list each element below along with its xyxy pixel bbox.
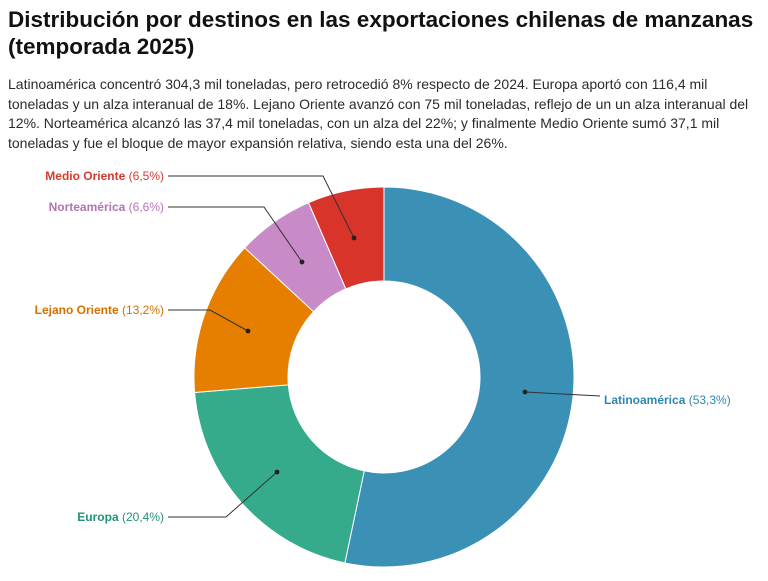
label-name-latinoamerica: Latinoamérica xyxy=(604,393,686,407)
slice-medio-oriente xyxy=(307,186,385,290)
slice-latinoamerica xyxy=(344,186,575,568)
label-value-lejano-oriente: (13,2%) xyxy=(119,303,164,317)
donut-slices xyxy=(193,186,575,568)
chart-title: Distribución por destinos en las exporta… xyxy=(8,7,754,59)
leader-dot-norteamerica xyxy=(299,259,305,265)
leader-dot-latinoamerica xyxy=(522,389,528,395)
leader-lines xyxy=(168,175,601,518)
label-latinoamerica: Latinoamérica (53,3%) xyxy=(604,393,731,407)
slice-europa xyxy=(194,384,365,564)
leader-line-medio-oriente xyxy=(168,175,355,239)
label-name-lejano-oriente: Lejano Oriente xyxy=(35,303,119,317)
leader-dot-medio-oriente xyxy=(351,235,357,241)
leader-dot-lejano-oriente xyxy=(245,328,251,334)
label-medio-oriente: Medio Oriente (6,5%) xyxy=(45,169,164,183)
label-europa: Europa (20,4%) xyxy=(77,510,164,524)
leader-line-lejano-oriente xyxy=(168,309,249,332)
label-value-latinoamerica: (53,3%) xyxy=(685,393,730,407)
label-name-europa: Europa xyxy=(77,510,119,524)
label-name-norteamerica: Norteamérica xyxy=(49,200,126,214)
label-value-medio-oriente: (6,5%) xyxy=(125,169,164,183)
leader-line-latinoamerica xyxy=(524,391,601,397)
label-name-medio-oriente: Medio Oriente xyxy=(45,169,125,183)
leader-line-norteamerica xyxy=(168,206,303,263)
label-value-norteamerica: (6,6%) xyxy=(125,200,164,214)
leader-dot-europa xyxy=(274,469,280,475)
leader-line-europa xyxy=(168,471,278,518)
label-value-europa: (20,4%) xyxy=(119,510,164,524)
label-lejano-oriente: Lejano Oriente (13,2%) xyxy=(35,303,164,317)
slice-labels: Latinoamérica (53,3%) Europa (20,4%) Lejan… xyxy=(35,169,731,524)
chart-subtitle: Latinoamérica concentró 304,3 mil tonela… xyxy=(8,76,749,151)
label-norteamerica: Norteamérica (6,6%) xyxy=(49,200,164,214)
